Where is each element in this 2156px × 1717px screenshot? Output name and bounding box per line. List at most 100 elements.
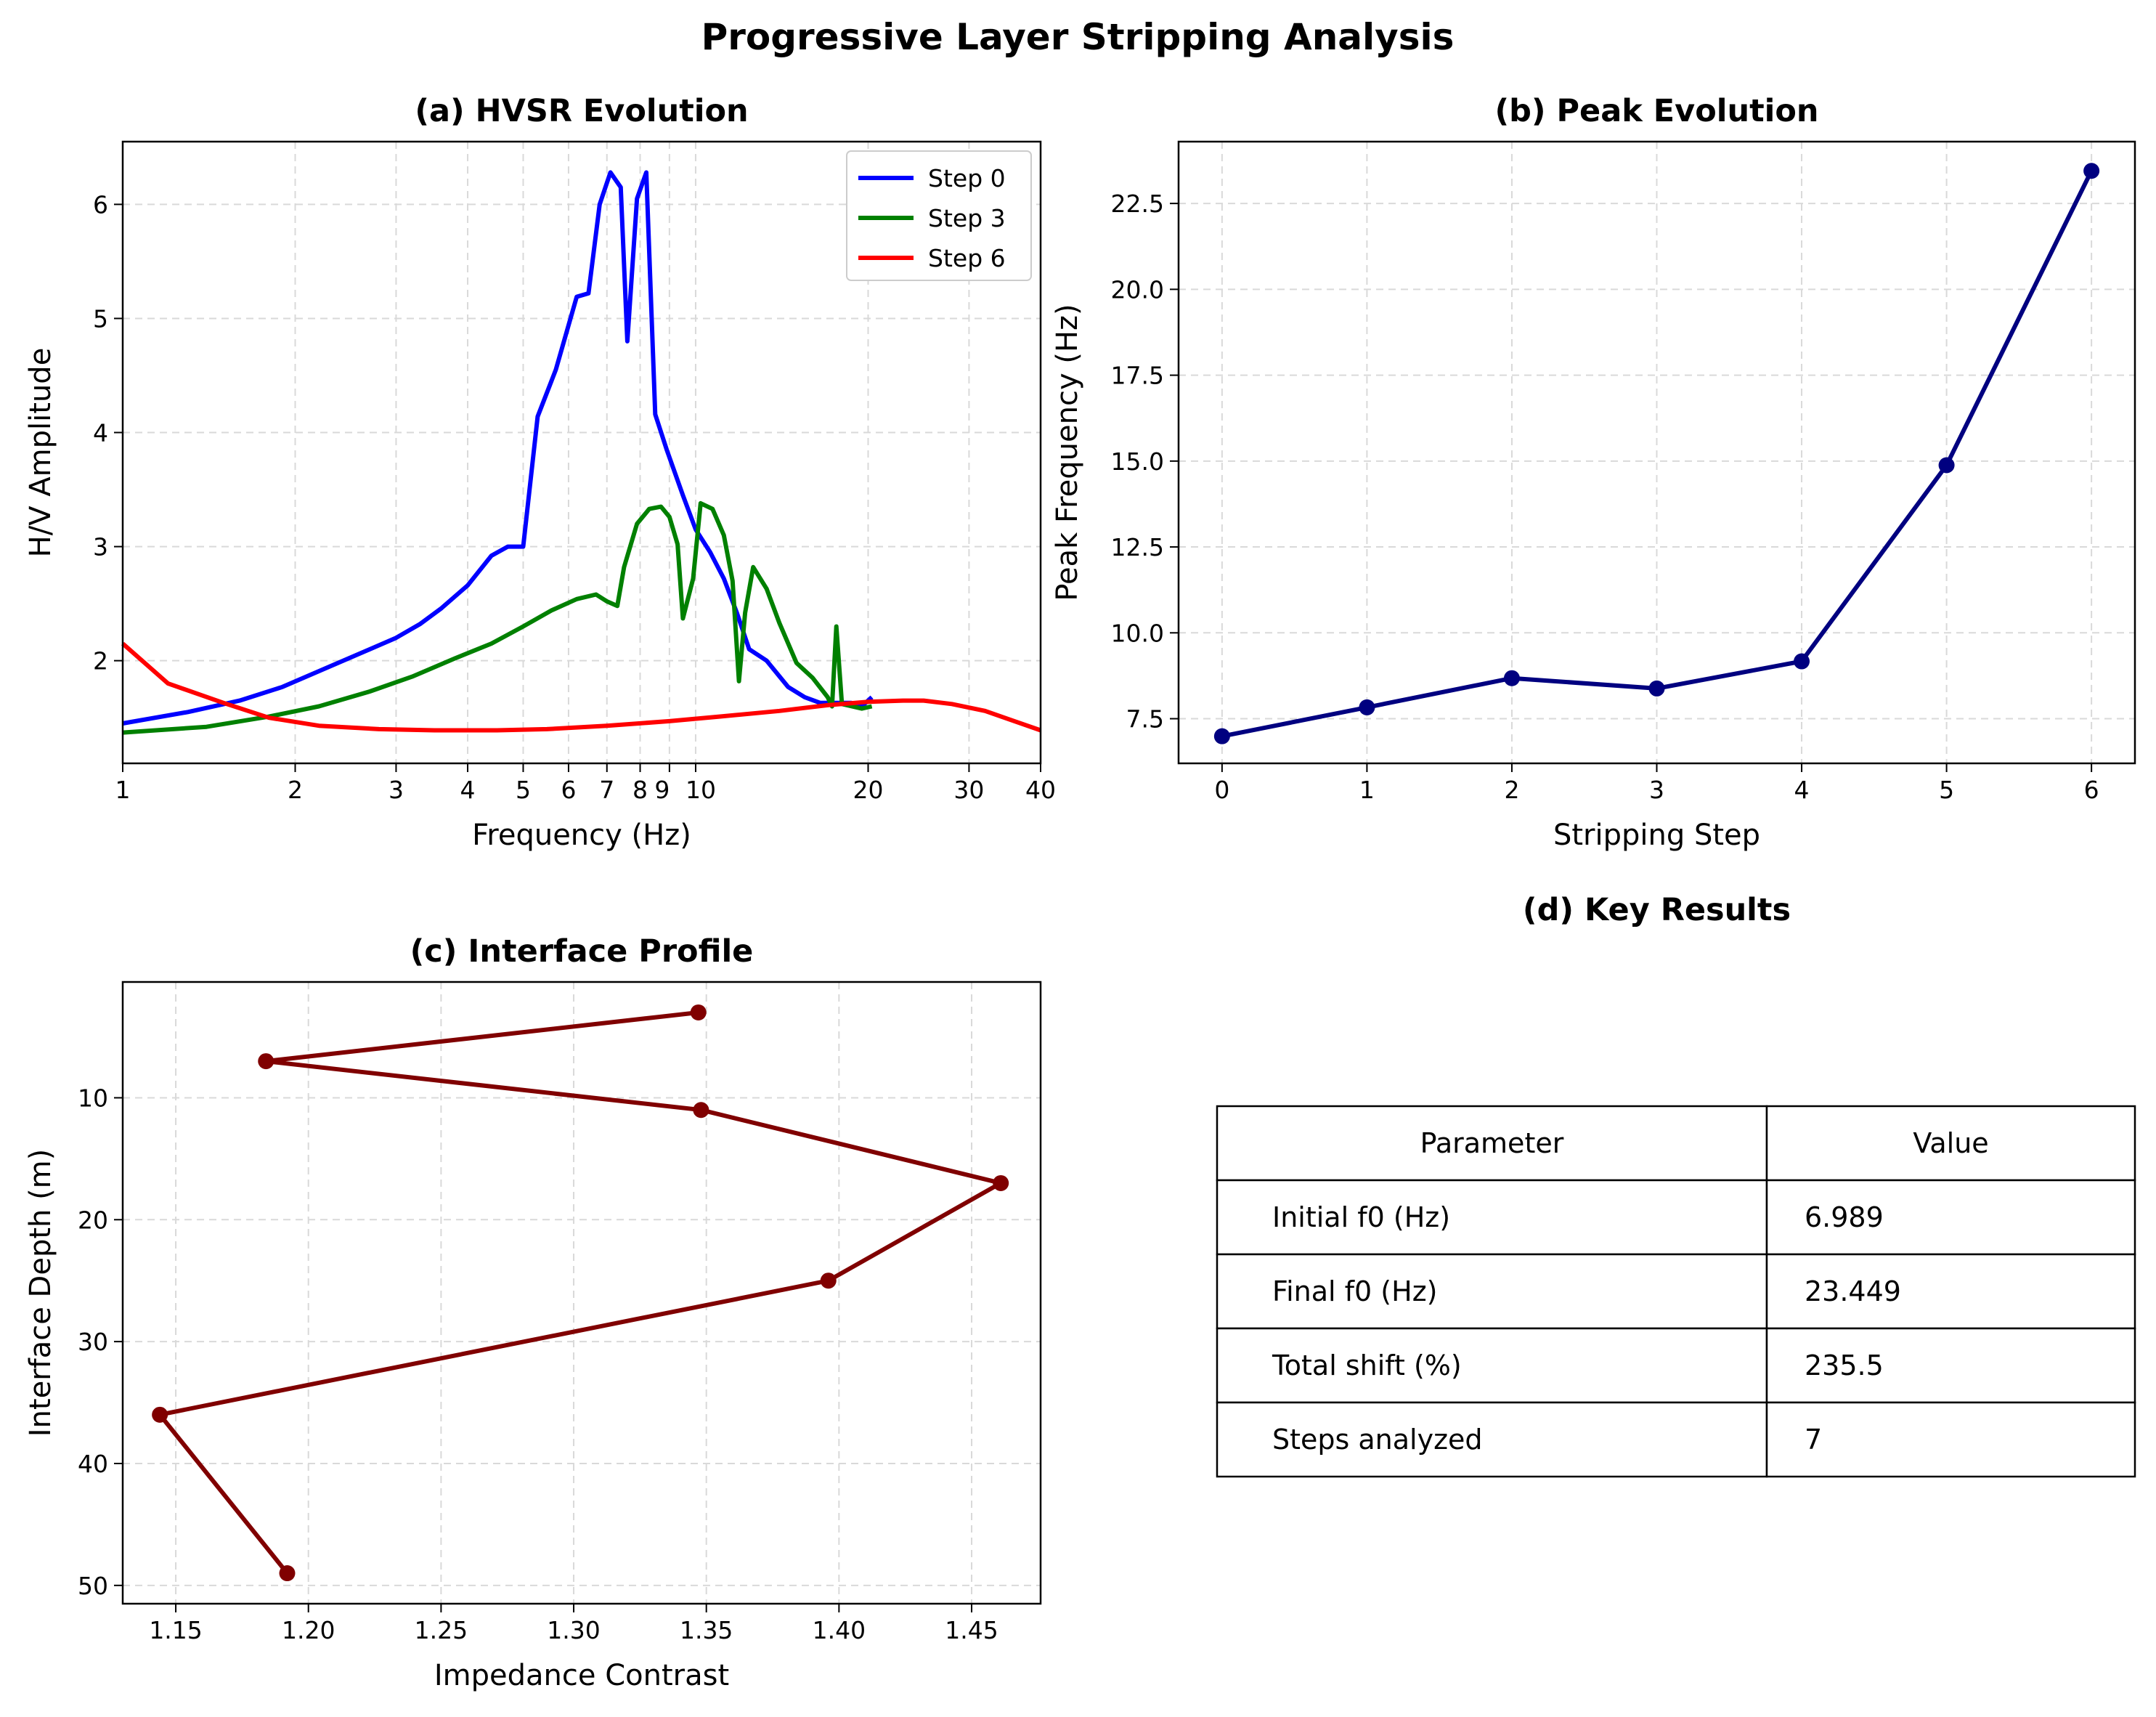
table-cell (1765, 1401, 2136, 1478)
table-cell (1765, 1327, 2136, 1404)
y-tick-label: 20.0 (1111, 275, 1164, 304)
x-tick-label: 8 (632, 776, 648, 804)
x-tick-label: 1.35 (680, 1616, 733, 1644)
x-tick-label: 4 (1794, 776, 1810, 804)
x-tick-label: 2 (288, 776, 303, 804)
y-tick-label: 10.0 (1111, 619, 1164, 647)
x-tick-label: 9 (654, 776, 670, 804)
panel-title: (b) Peak Evolution (1494, 93, 1818, 129)
x-tick-label: 4 (460, 776, 476, 804)
legend-box (846, 150, 1032, 281)
x-tick-label: 3 (389, 776, 404, 804)
panel-d: (d) Key Results Parameter Value Initial f0 … (1216, 892, 2136, 1478)
table-parameter: Final f0 (Hz) (1272, 1275, 1437, 1307)
y-tick-label: 7.5 (1126, 705, 1164, 734)
table-parameter: Total shift (%) (1272, 1349, 1462, 1381)
data-point (820, 1272, 837, 1289)
x-tick-label: 1.40 (813, 1616, 866, 1644)
panel-title: (a) HVSR Evolution (415, 93, 748, 129)
data-point (1794, 653, 1810, 670)
y-axis-label: Peak Frequency (Hz) (1051, 304, 1084, 601)
table-parameter: Initial f0 (Hz) (1272, 1201, 1450, 1233)
panel-title: (d) Key Results (1523, 892, 1791, 928)
data-point (1213, 728, 1230, 744)
axes-frame (121, 981, 1042, 1605)
data-point (1938, 457, 1955, 474)
table-value: 7 (1805, 1424, 1822, 1456)
x-tick-label: 0 (1214, 776, 1229, 804)
x-tick-label: 2 (1504, 776, 1519, 804)
x-tick-label: 1.30 (547, 1616, 600, 1644)
data-point (1648, 680, 1665, 697)
series-line-step-0 (122, 170, 874, 726)
table-cell (1765, 1179, 2136, 1256)
y-tick-label: 15.0 (1111, 447, 1164, 476)
x-tick-label: 5 (516, 776, 531, 804)
data-point (258, 1053, 274, 1070)
legend-entry: Step 0 (928, 164, 1006, 192)
table-header: Parameter (1420, 1127, 1564, 1159)
x-tick-label: 7 (599, 776, 614, 804)
y-tick-label: 40 (78, 1450, 108, 1478)
data-point (690, 1004, 707, 1020)
series-line-step-6 (121, 641, 1041, 733)
x-tick-label: 30 (953, 776, 984, 804)
x-tick-label: 1.15 (149, 1616, 202, 1644)
x-tick-label: 6 (2084, 776, 2099, 804)
data-point (2083, 163, 2100, 179)
x-tick-label: 6 (561, 776, 576, 804)
panel-title: (c) Interface Profile (410, 933, 754, 970)
x-tick-label: 10 (686, 776, 716, 804)
table-header: Value (1913, 1127, 1988, 1159)
data-point (1359, 699, 1375, 715)
series-line-step-3 (122, 500, 873, 735)
axes-frame (121, 140, 1042, 765)
data-point (993, 1174, 1009, 1191)
table-cell (1216, 1327, 1768, 1404)
y-tick-label: 6 (93, 190, 108, 219)
x-axis-label: Impedance Contrast (434, 1659, 729, 1692)
x-tick-label: 20 (853, 776, 883, 804)
table-parameter: Steps analyzed (1272, 1424, 1483, 1456)
x-tick-label: 1 (115, 776, 131, 804)
x-tick-label: 1.25 (415, 1616, 468, 1644)
y-tick-label: 2 (93, 647, 108, 675)
x-tick-label: 5 (1939, 776, 1954, 804)
table-value: 235.5 (1805, 1349, 1884, 1381)
x-tick-label: 3 (1649, 776, 1664, 804)
y-tick-label: 5 (93, 304, 108, 333)
data-point (693, 1102, 709, 1119)
y-tick-label: 4 (93, 419, 108, 447)
table-header-cell (1216, 1105, 1768, 1182)
data-point (152, 1406, 168, 1423)
panel-b: 0 1 2 3 4 5 6 7.5 10.0 12.5 15.0 17.5 20.0 22.5 (b) Pe… (1051, 93, 2136, 852)
x-tick-label: 1 (1359, 776, 1375, 804)
table-value: 23.449 (1805, 1275, 1901, 1307)
data-point (279, 1565, 296, 1582)
legend-entry: Step 3 (928, 204, 1006, 232)
y-tick-label: 50 (78, 1572, 108, 1600)
x-axis-label: Stripping Step (1553, 819, 1760, 852)
x-tick-label: 40 (1025, 776, 1056, 804)
y-axis-label: H/V Amplitude (24, 348, 57, 558)
x-tick-label: 1.45 (945, 1616, 998, 1644)
figure-title: Progressive Layer Stripping Analysis (701, 16, 1455, 58)
y-tick-label: 3 (93, 533, 108, 561)
legend-entry: Step 6 (928, 244, 1006, 272)
y-tick-label: 30 (78, 1328, 108, 1356)
table-cell (1216, 1401, 1768, 1478)
panel-c: 1.15 1.20 1.25 1.30 1.35 1.40 1.45 10 20 30 40 50 (c… (24, 933, 1042, 1692)
table-cell (1765, 1253, 2136, 1330)
table-header-cell (1765, 1105, 2136, 1182)
x-axis-label: Frequency (Hz) (472, 819, 691, 852)
y-tick-label: 10 (78, 1084, 108, 1112)
table-value: 6.989 (1805, 1201, 1884, 1233)
y-tick-label: 17.5 (1111, 362, 1164, 390)
data-point (1503, 670, 1520, 686)
y-tick-label: 22.5 (1111, 190, 1164, 218)
x-tick-label: 1.20 (282, 1616, 335, 1644)
y-tick-label: 12.5 (1111, 533, 1164, 561)
